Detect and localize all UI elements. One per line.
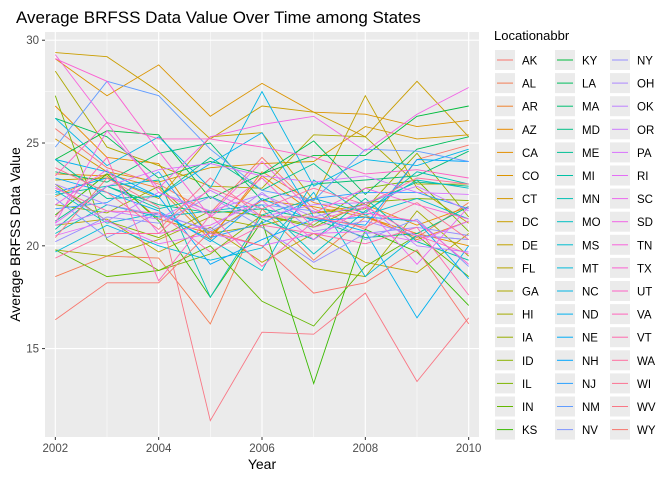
series-line-wi — [55, 167, 469, 240]
x-axis: 2002 2004 2006 2008 2010 — [43, 437, 482, 455]
series-line-oh — [55, 183, 469, 241]
series-lines — [54, 52, 470, 422]
legend-label: VA — [637, 310, 652, 322]
legend-label: AR — [522, 102, 538, 114]
series-line-sd — [54, 87, 469, 224]
legend: AK AL AR AZ CA CO CT DC DE FL GA HI IA ID IL IN KS KY LA MA… — [495, 50, 656, 440]
x-axis-title: Year — [248, 456, 277, 472]
x-tick-label: 2010 — [456, 443, 482, 455]
legend-label: ID — [522, 356, 534, 368]
legend-label: WY — [637, 425, 656, 437]
y-tick-label: 30 — [26, 35, 39, 47]
series-line-fl — [55, 218, 469, 273]
legend-label: SC — [637, 194, 653, 206]
series-line-ar — [55, 171, 469, 241]
legend-label: IN — [522, 402, 534, 414]
x-tick-label: 2006 — [249, 443, 275, 455]
legend-label: AL — [522, 79, 537, 91]
series-line-nd — [55, 132, 470, 319]
legend-label: UT — [637, 287, 652, 299]
legend-label: NY — [637, 56, 653, 68]
x-tick-label: 2008 — [353, 443, 379, 455]
legend-label: MD — [582, 125, 600, 137]
legend-label: WI — [637, 379, 651, 391]
legend-label: FL — [522, 263, 536, 275]
legend-label: NV — [582, 425, 598, 437]
legend-label: MO — [582, 217, 601, 229]
legend-label: OR — [637, 125, 654, 137]
legend-label: CO — [522, 171, 539, 183]
legend-label: ME — [582, 148, 600, 160]
legend-label: PA — [637, 148, 652, 160]
legend-label: NH — [582, 356, 599, 368]
series-line-dc — [55, 52, 470, 140]
legend-label: DC — [522, 217, 539, 229]
series-line-ny — [55, 195, 469, 263]
series-line-tn — [54, 54, 469, 220]
series-line-ga — [54, 70, 469, 189]
legend-title: Locationabbr — [494, 28, 570, 43]
series-line-sc — [55, 169, 470, 265]
chart-title: Average BRFSS Data Value Over Time among… — [16, 8, 421, 27]
legend-label: OH — [637, 79, 654, 91]
y-tick-label: 25 — [26, 138, 39, 150]
series-line-nj — [55, 171, 469, 239]
legend-label: OK — [637, 102, 654, 114]
series-line-vt — [55, 187, 470, 296]
series-line-nh — [55, 159, 469, 265]
legend-label: GA — [522, 287, 539, 299]
y-axis: 15 20 25 30 — [26, 35, 45, 356]
series-line-mi — [55, 185, 469, 261]
legend-label: MI — [582, 171, 595, 183]
legend-label: IL — [522, 379, 532, 391]
series-line-ut — [54, 121, 469, 179]
legend-label: CT — [522, 194, 537, 206]
legend-label: MA — [582, 102, 600, 114]
legend-label: SD — [637, 217, 653, 229]
legend-label: NE — [582, 333, 598, 345]
legend-label: NM — [582, 402, 600, 414]
series-line-co — [55, 58, 469, 128]
legend-label: IA — [522, 333, 533, 345]
series-line-in — [55, 234, 469, 327]
legend-label: ND — [582, 310, 599, 322]
series-line-wv — [54, 177, 470, 422]
legend-label: HI — [522, 310, 534, 322]
series-line-tx — [55, 58, 469, 265]
legend-label: WV — [637, 402, 656, 414]
series-line-nm — [54, 80, 469, 202]
legend-label: TX — [637, 263, 652, 275]
legend-label: MS — [582, 240, 600, 252]
legend-label: MT — [582, 263, 599, 275]
x-tick-label: 2004 — [146, 443, 172, 455]
legend-label: AK — [522, 56, 538, 68]
series-line-wa — [55, 177, 469, 259]
y-tick-label: 20 — [26, 241, 39, 253]
legend-label: AZ — [522, 125, 537, 137]
legend-label: KS — [522, 425, 538, 437]
x-tick-label: 2002 — [43, 443, 69, 455]
legend-label: WA — [637, 356, 655, 368]
legend-label: CA — [522, 148, 538, 160]
legend-label: DE — [522, 240, 538, 252]
legend-label: TN — [637, 240, 652, 252]
series-line-mt — [55, 191, 469, 278]
series-line-va — [54, 156, 469, 282]
series-line-nc — [54, 90, 469, 189]
legend-label: RI — [637, 171, 649, 183]
legend-label: VT — [637, 333, 652, 345]
legend-label: NJ — [582, 379, 596, 391]
y-axis-title: Average BRFSS Data Value — [7, 147, 23, 322]
y-tick-label: 15 — [26, 344, 39, 356]
series-line-wy — [55, 230, 470, 325]
legend-label: MN — [582, 194, 600, 206]
series-line-ct — [55, 126, 469, 183]
legend-label: NC — [582, 287, 599, 299]
series-line-ms — [55, 179, 469, 272]
legend-label: LA — [582, 79, 596, 91]
legend-label: KY — [582, 56, 598, 68]
